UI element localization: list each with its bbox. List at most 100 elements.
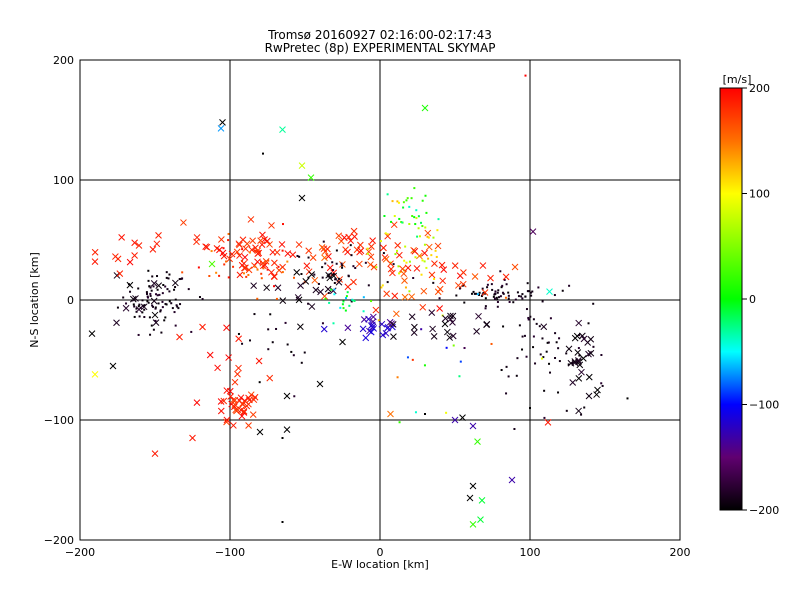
data-point-cross bbox=[594, 386, 601, 394]
data-point-cross bbox=[91, 258, 99, 265]
data-point-dot bbox=[152, 305, 155, 308]
data-point-dot bbox=[416, 235, 419, 238]
data-point-dot bbox=[452, 344, 455, 347]
data-point-cross bbox=[390, 221, 398, 229]
data-point-dot bbox=[321, 266, 324, 269]
data-point-dot bbox=[165, 276, 168, 279]
data-point-cross bbox=[345, 233, 353, 241]
data-point-cross bbox=[298, 162, 306, 169]
data-point-dot bbox=[568, 284, 571, 287]
data-point-cross bbox=[236, 271, 244, 279]
data-point-cross bbox=[460, 269, 467, 276]
data-point-dot bbox=[521, 293, 524, 296]
data-point-dot bbox=[190, 330, 193, 333]
data-point-dot bbox=[461, 284, 464, 287]
data-point-cross bbox=[573, 332, 581, 340]
data-point-cross bbox=[325, 271, 333, 279]
data-point-dot bbox=[335, 262, 338, 265]
data-point-cross bbox=[317, 288, 324, 296]
data-point-dot bbox=[524, 74, 527, 77]
data-point-dot bbox=[146, 296, 149, 299]
data-point-dot bbox=[135, 307, 138, 310]
data-point-cross bbox=[585, 350, 592, 358]
data-point-cross bbox=[149, 246, 157, 253]
data-point-cross bbox=[180, 219, 187, 226]
data-point-cross bbox=[131, 252, 138, 259]
data-point-dot bbox=[524, 295, 527, 298]
data-point-cross bbox=[199, 323, 206, 331]
data-point-dot bbox=[322, 240, 325, 243]
data-point-dot bbox=[587, 322, 590, 325]
data-point-dot bbox=[557, 391, 560, 394]
data-point-cross bbox=[241, 253, 249, 261]
data-point-cross bbox=[255, 357, 263, 365]
data-point-dot bbox=[548, 362, 551, 365]
data-point-dot bbox=[161, 300, 164, 303]
data-point-dot bbox=[580, 413, 583, 416]
data-point-dot bbox=[433, 277, 436, 280]
data-point-dot bbox=[258, 250, 261, 253]
data-point-cross bbox=[544, 419, 552, 426]
data-point-dot bbox=[435, 255, 438, 258]
data-point-cross bbox=[274, 284, 282, 292]
data-point-dot bbox=[354, 267, 357, 270]
data-point-cross bbox=[451, 262, 459, 269]
data-point-dot bbox=[227, 239, 230, 242]
data-point-dot bbox=[391, 200, 394, 203]
data-point-dot bbox=[383, 215, 386, 218]
data-point-cross bbox=[350, 278, 357, 286]
data-point-dot bbox=[405, 199, 408, 202]
data-point-dot bbox=[313, 273, 316, 276]
data-point-dot bbox=[458, 287, 461, 290]
data-point-cross bbox=[236, 252, 243, 259]
data-point-dot bbox=[498, 296, 501, 299]
data-point-cross bbox=[242, 245, 249, 253]
data-point-cross bbox=[466, 494, 474, 502]
data-point-dot bbox=[504, 296, 507, 299]
data-point-cross bbox=[370, 263, 378, 271]
data-point-cross bbox=[344, 324, 352, 332]
data-point-dot bbox=[141, 299, 144, 302]
data-point-cross bbox=[365, 248, 373, 256]
data-point-dot bbox=[486, 283, 489, 286]
data-point-cross bbox=[254, 258, 261, 266]
data-point-dot bbox=[404, 245, 407, 248]
data-point-dot bbox=[420, 221, 423, 224]
data-point-dot bbox=[470, 292, 473, 295]
data-point-dot bbox=[164, 316, 167, 319]
data-point-dot bbox=[478, 291, 481, 294]
data-point-cross bbox=[239, 400, 246, 408]
data-point-dot bbox=[379, 240, 382, 243]
data-point-dot bbox=[388, 322, 391, 325]
data-point-dot bbox=[484, 297, 487, 300]
data-point-dot bbox=[398, 421, 401, 424]
data-point-dot bbox=[281, 521, 284, 523]
data-point-dot bbox=[401, 221, 404, 224]
data-point-dot bbox=[248, 251, 251, 254]
data-point-dot bbox=[413, 216, 416, 219]
data-point-dot bbox=[423, 243, 426, 246]
data-point-dot bbox=[267, 259, 270, 262]
data-point-dot bbox=[275, 327, 278, 330]
data-point-dot bbox=[414, 256, 417, 259]
data-point-cross bbox=[153, 240, 161, 248]
colorbar bbox=[719, 87, 743, 511]
data-point-dot bbox=[501, 284, 504, 287]
data-point-dot bbox=[145, 291, 148, 294]
data-point-cross bbox=[278, 241, 286, 248]
data-point-dot bbox=[529, 407, 531, 409]
data-point-dot bbox=[333, 293, 336, 296]
data-point-cross bbox=[367, 261, 374, 268]
data-point-dot bbox=[561, 289, 564, 292]
data-point-dot bbox=[396, 200, 399, 203]
data-point-cross bbox=[390, 333, 397, 340]
data-point-dot bbox=[271, 341, 274, 344]
data-point-dot bbox=[245, 275, 248, 278]
data-point-cross bbox=[193, 234, 201, 241]
data-point-dot bbox=[241, 342, 244, 345]
data-point-dot bbox=[143, 308, 146, 311]
data-point-dot bbox=[503, 278, 506, 281]
data-point-dot bbox=[317, 282, 320, 285]
data-point-cross bbox=[324, 245, 331, 253]
data-point-dot bbox=[403, 259, 406, 262]
